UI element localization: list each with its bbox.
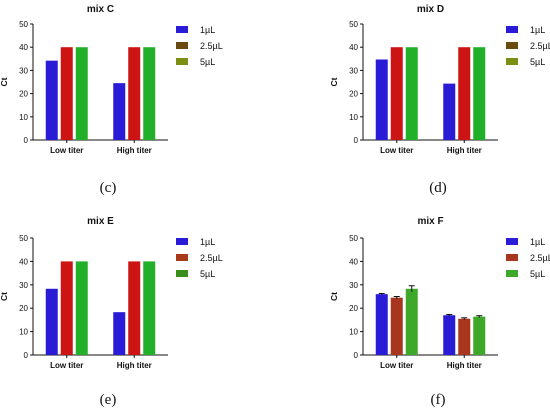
y-tick-label: 40 [19,257,28,266]
chart-title: mix E [87,216,114,227]
chart-panel-mix-c: mix C 0 10 20 30 40 50 Ct Low titer High titer 1µL… [0,4,223,196]
bar-1l-high-titer [443,315,456,355]
bar-5l-low-titer [405,47,418,141]
legend-swatch [176,238,188,245]
x-tick-label: High titer [447,361,482,370]
legend-label: 5µL [530,269,545,279]
x-tick-label: High titer [447,146,482,155]
y-tick-label: 10 [349,328,358,337]
legend-swatch [506,42,518,49]
bar-5l-high-titer [473,316,486,355]
y-tick-label: 30 [349,281,358,290]
bar-2.5l-low-titer [390,297,403,355]
x-tick-label: High titer [117,146,152,155]
y-tick-label: 10 [19,113,28,122]
bar-5l-high-titer [143,47,156,141]
x-tick-label: Low titer [380,146,413,155]
bar-2.5l-low-titer [390,47,403,141]
legend-swatch [176,26,188,33]
chart-panel-mix-d: mix D 0 10 20 30 40 50 Ct Low titer High titer 1µL… [329,4,550,196]
legend-swatch [506,254,518,261]
y-tick-label: 40 [349,257,358,266]
legend-swatch [506,270,518,277]
bar-2.5l-high-titer [128,261,141,355]
legend-swatch [506,58,518,65]
chart-title: mix D [417,4,444,15]
bar-1l-low-titer [45,288,58,355]
y-tick-label: 20 [349,90,358,99]
x-tick-label: Low titer [50,146,83,155]
y-tick-label: 0 [354,351,359,360]
legend-swatch [176,58,188,65]
legend-label: 1µL [200,25,215,35]
bar-5l-low-titer [405,288,418,355]
bar-5l-high-titer [143,261,156,355]
bar-1l-low-titer [375,59,388,140]
bar-5l-low-titer [75,47,88,141]
legend-label: 1µL [200,237,215,247]
panel-letter: (d) [429,180,447,196]
bar-2.5l-low-titer [60,47,73,141]
y-tick-label: 40 [349,43,358,52]
chart-panel-mix-e: mix E 0 10 20 30 40 50 Ct Low titer High titer 1µL… [0,216,223,408]
legend-swatch [176,254,188,261]
y-tick-label: 50 [349,20,358,29]
y-axis-title: Ct [329,292,339,301]
bar-2.5l-high-titer [128,47,141,141]
chart-title: mix C [87,4,114,15]
y-tick-label: 30 [19,66,28,75]
bar-1l-high-titer [113,83,126,140]
legend-swatch [176,42,188,49]
bar-5l-high-titer [473,47,486,141]
legend-label: 1µL [530,25,545,35]
y-tick-label: 30 [349,66,358,75]
legend-label: 2.5µL [530,41,550,51]
y-tick-label: 50 [349,234,358,243]
bar-2.5l-high-titer [458,47,471,141]
legend-swatch [506,238,518,245]
legend-label: 2.5µL [530,253,550,263]
chart-title: mix F [417,216,443,227]
y-axis-title: Ct [0,292,9,301]
y-tick-label: 10 [19,328,28,337]
bar-1l-low-titer [45,60,58,140]
y-tick-label: 0 [24,351,29,360]
y-tick-label: 20 [349,304,358,313]
bar-5l-low-titer [75,261,88,355]
y-tick-label: 20 [19,90,28,99]
legend-label: 2.5µL [200,41,223,51]
x-tick-label: Low titer [380,361,413,370]
legend-label: 5µL [530,57,545,67]
legend-label: 2.5µL [200,253,223,263]
panel-letter: (f) [431,392,446,408]
y-tick-label: 10 [349,113,358,122]
bar-1l-high-titer [443,83,456,140]
legend-label: 5µL [200,57,215,67]
legend-swatch [506,26,518,33]
y-tick-label: 20 [19,304,28,313]
y-axis-title: Ct [0,77,9,86]
panel-letter: (c) [100,180,117,196]
y-tick-label: 50 [19,20,28,29]
x-tick-label: High titer [117,361,152,370]
bar-2.5l-high-titer [458,318,471,355]
chart-panel-mix-f: mix F 0 10 20 30 40 50 Ct Low titer High titer 1µL… [329,216,550,408]
legend-label: 5µL [200,269,215,279]
legend-label: 1µL [530,237,545,247]
y-tick-label: 50 [19,234,28,243]
y-tick-label: 30 [19,281,28,290]
y-tick-label: 0 [354,136,359,145]
y-tick-label: 40 [19,43,28,52]
panel-letter: (e) [100,392,117,408]
x-tick-label: Low titer [50,361,83,370]
bar-1l-high-titer [113,312,126,355]
bar-2.5l-low-titer [60,261,73,355]
y-axis-title: Ct [329,77,339,86]
legend-swatch [176,270,188,277]
y-tick-label: 0 [24,136,29,145]
bar-1l-low-titer [375,294,388,355]
